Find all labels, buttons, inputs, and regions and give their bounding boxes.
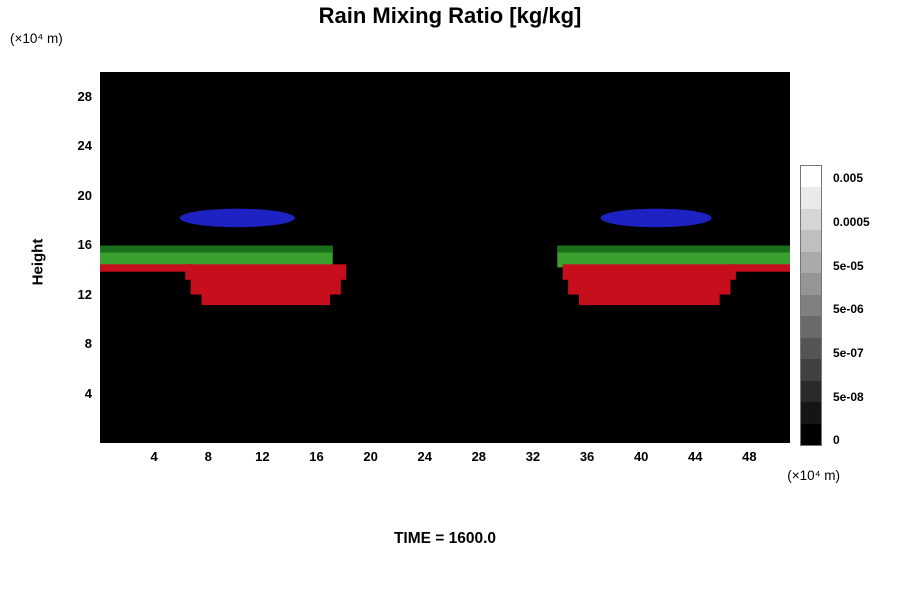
colorbar-segment <box>801 187 821 209</box>
y-tick-label: 8 <box>84 336 92 352</box>
colorbar-tick-label: 0.0005 <box>833 215 870 230</box>
x-tick-label: 24 <box>417 449 432 464</box>
colorbar-tick-label: 5e-08 <box>833 389 864 404</box>
y-tick-label: 16 <box>77 237 92 253</box>
colorbar-segment <box>801 359 821 381</box>
colorbar-segment <box>801 273 821 295</box>
colorbar-tick-label: 0 <box>833 433 840 448</box>
colorbar-segment <box>801 337 821 360</box>
y-tick-label: 20 <box>77 187 92 203</box>
chart-title: Rain Mixing Ratio [kg/kg] <box>318 3 582 28</box>
y-tick-label: 28 <box>77 88 92 104</box>
colorbar-segment <box>801 402 821 424</box>
x-tick-label: 16 <box>309 449 324 464</box>
colorbar-segment <box>801 166 821 188</box>
y-tick-label: 4 <box>84 385 92 401</box>
colorbar-segment <box>801 208 821 231</box>
colorbar-segment <box>801 230 821 252</box>
plot-area <box>100 72 790 443</box>
colorbar-segment <box>801 316 821 338</box>
y-tick-label: 24 <box>77 138 92 154</box>
x-tick-label: 36 <box>579 449 595 464</box>
x-tick-label: 4 <box>150 449 158 464</box>
colorbar <box>800 165 822 446</box>
heatmap-canvas <box>100 72 790 443</box>
x-tick-label: 8 <box>204 449 212 464</box>
x-tick-label: 44 <box>688 449 703 464</box>
y-tick-label: 12 <box>77 286 92 302</box>
colorbar-tick-label: 0.005 <box>833 171 864 186</box>
x-tick-label: 28 <box>471 449 487 464</box>
time-label: TIME = 1600.0 <box>393 530 497 547</box>
colorbar-segment <box>801 423 821 446</box>
x-axis-unit-label: (×10⁴ m) <box>787 468 840 483</box>
y-axis-unit-label: (×10⁴ m) <box>10 31 63 46</box>
colorbar-tick-label: 5e-06 <box>833 302 864 317</box>
x-tick-label: 12 <box>255 449 270 464</box>
colorbar-segment <box>801 294 821 317</box>
colorbar-tick-label: 5e-05 <box>833 258 864 273</box>
colorbar-segment <box>801 380 821 403</box>
colorbar-segment <box>801 251 821 274</box>
y-axis-label: Height <box>29 238 47 286</box>
x-tick-label: 32 <box>525 449 541 464</box>
x-tick-label: 40 <box>633 449 649 464</box>
x-tick-label: 48 <box>742 449 757 464</box>
x-tick-label: 20 <box>363 449 378 464</box>
colorbar-tick-label: 5e-07 <box>833 346 864 361</box>
